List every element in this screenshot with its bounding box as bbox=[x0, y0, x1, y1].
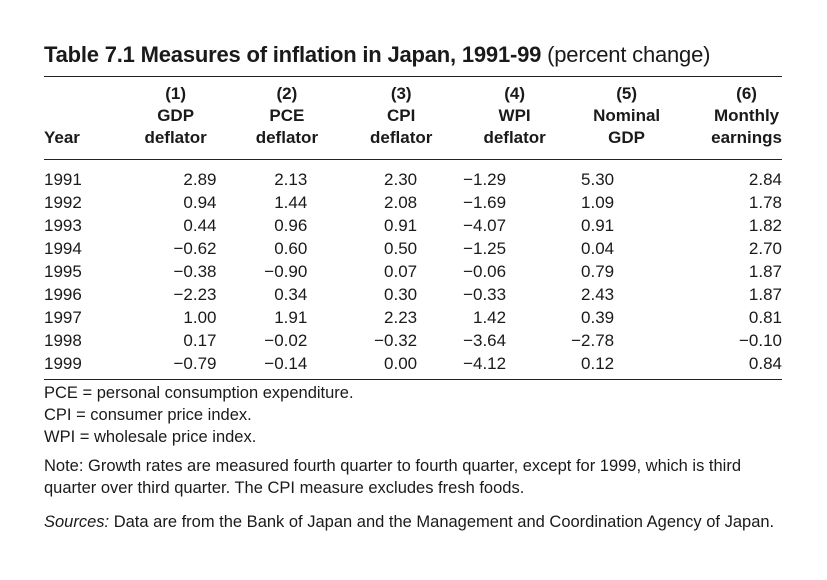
value-cell: 1.87 bbox=[748, 285, 782, 304]
value-cell: −3.64 bbox=[463, 331, 507, 350]
year-cell: 1999 bbox=[44, 354, 82, 373]
value-cell: 0.17 bbox=[183, 331, 217, 350]
sources-note: Sources: Data are from the Bank of Japan… bbox=[44, 511, 789, 533]
value-cell: 0.79 bbox=[581, 262, 615, 281]
value-cell: 0.60 bbox=[274, 239, 308, 258]
value-cell: −0.32 bbox=[374, 331, 418, 350]
value-cell: 0.96 bbox=[274, 216, 308, 235]
abbreviation-note: WPI = wholesale price index. bbox=[44, 428, 257, 446]
value-cell: 0.12 bbox=[581, 354, 615, 373]
methodology-note: Note: Growth rates are measured fourth q… bbox=[44, 457, 742, 497]
table-row: 1998 0.17 −0.02 −0.32 −3.64 −2.78 −0.10 bbox=[44, 329, 782, 352]
value-cell: −1.69 bbox=[463, 193, 507, 212]
value-cell: 0.04 bbox=[581, 239, 615, 258]
table-row: 1992 0.94 1.44 2.08 −1.69 1.09 1.78 bbox=[44, 191, 782, 214]
inflation-table: Year (1) GDP deflator (2) PCE deflator (3) CP… bbox=[44, 83, 782, 380]
value-cell: −2.23 bbox=[173, 285, 217, 304]
value-cell: 0.94 bbox=[183, 193, 217, 212]
top-rule bbox=[44, 76, 782, 77]
abbreviation-note: PCE = personal consumption expenditure. bbox=[44, 384, 354, 402]
value-cell: 0.39 bbox=[581, 308, 615, 327]
value-cell: −1.29 bbox=[463, 170, 507, 189]
year-cell: 1996 bbox=[44, 285, 82, 304]
column-header: (6) Monthly earnings bbox=[711, 84, 782, 147]
year-header: Year bbox=[44, 128, 80, 147]
value-cell: 1.78 bbox=[748, 193, 782, 212]
value-cell: 0.34 bbox=[274, 285, 308, 304]
year-cell: 1991 bbox=[44, 170, 82, 189]
year-cell: 1993 bbox=[44, 216, 82, 235]
value-cell: 0.30 bbox=[384, 285, 418, 304]
value-cell: 1.44 bbox=[274, 193, 308, 212]
value-cell: 0.07 bbox=[384, 262, 418, 281]
table-title: Table 7.1 Measures of inflation in Japan… bbox=[44, 42, 710, 68]
table-row: 1991 2.89 2.13 2.30 −1.29 5.30 2.84 bbox=[44, 168, 782, 191]
header-row: Year (1) GDP deflator (2) PCE deflator (3) CP… bbox=[44, 83, 782, 149]
value-cell: 0.00 bbox=[384, 354, 418, 373]
table-title-unit: (percent change) bbox=[547, 42, 711, 67]
value-cell: 2.70 bbox=[748, 239, 782, 258]
value-cell: 2.23 bbox=[384, 308, 418, 327]
table-row: 1997 1.00 1.91 2.23 1.42 0.39 0.81 bbox=[44, 306, 782, 329]
value-cell: 1.09 bbox=[581, 193, 615, 212]
value-cell: −4.07 bbox=[463, 216, 507, 235]
value-cell: 0.44 bbox=[183, 216, 217, 235]
table-notes: PCE = personal consumption expenditure. … bbox=[44, 382, 789, 533]
value-cell: −0.62 bbox=[173, 239, 217, 258]
value-cell: −2.78 bbox=[571, 331, 615, 350]
column-header: (3) CPI deflator bbox=[370, 84, 433, 147]
value-cell: 2.08 bbox=[384, 193, 418, 212]
value-cell: 1.87 bbox=[748, 262, 782, 281]
table-row: 1993 0.44 0.96 0.91 −4.07 0.91 1.82 bbox=[44, 214, 782, 237]
value-cell: 2.89 bbox=[183, 170, 217, 189]
table-body: 1991 2.89 2.13 2.30 −1.29 5.30 2.84 1992 0.94 1.4… bbox=[44, 168, 782, 375]
column-header: (4) WPI deflator bbox=[483, 84, 546, 147]
value-cell: 0.84 bbox=[748, 354, 782, 373]
table-row: 1999 −0.79 −0.14 0.00 −4.12 0.12 0.84 bbox=[44, 352, 782, 375]
value-cell: −0.10 bbox=[738, 331, 782, 350]
year-cell: 1995 bbox=[44, 262, 82, 281]
column-header: (1) GDP deflator bbox=[144, 84, 207, 147]
value-cell: 0.91 bbox=[384, 216, 418, 235]
value-cell: 2.43 bbox=[581, 285, 615, 304]
value-cell: 0.81 bbox=[748, 308, 782, 327]
value-cell: 1.82 bbox=[748, 216, 782, 235]
value-cell: 2.84 bbox=[748, 170, 782, 189]
value-cell: −0.14 bbox=[264, 354, 308, 373]
value-cell: −4.12 bbox=[463, 354, 507, 373]
column-header: (5) Nominal GDP bbox=[593, 84, 661, 147]
value-cell: −0.79 bbox=[173, 354, 217, 373]
value-cell: 1.91 bbox=[274, 308, 308, 327]
value-cell: 0.91 bbox=[581, 216, 615, 235]
year-cell: 1994 bbox=[44, 239, 82, 258]
year-cell: 1992 bbox=[44, 193, 82, 212]
value-cell: 0.50 bbox=[384, 239, 418, 258]
value-cell: 1.42 bbox=[473, 308, 507, 327]
value-cell: −0.06 bbox=[463, 262, 507, 281]
year-cell: 1997 bbox=[44, 308, 82, 327]
sources-text: Data are from the Bank of Japan and the … bbox=[109, 513, 775, 531]
value-cell: 5.30 bbox=[581, 170, 615, 189]
value-cell: −0.02 bbox=[264, 331, 308, 350]
value-cell: 2.13 bbox=[274, 170, 308, 189]
sources-label: Sources: bbox=[44, 513, 110, 531]
value-cell: −0.33 bbox=[463, 285, 507, 304]
table-row: 1994 −0.62 0.60 0.50 −1.25 0.04 2.70 bbox=[44, 237, 782, 260]
table-row: 1996 −2.23 0.34 0.30 −0.33 2.43 1.87 bbox=[44, 283, 782, 306]
value-cell: −1.25 bbox=[463, 239, 507, 258]
table-title-main: Table 7.1 Measures of inflation in Japan… bbox=[44, 42, 542, 67]
year-cell: 1998 bbox=[44, 331, 82, 350]
column-header: (2) PCE deflator bbox=[255, 84, 319, 147]
value-cell: −0.90 bbox=[264, 262, 308, 281]
abbreviation-note: CPI = consumer price index. bbox=[44, 406, 252, 424]
value-cell: 2.30 bbox=[384, 170, 418, 189]
table-row: 1995 −0.38 −0.90 0.07 −0.06 0.79 1.87 bbox=[44, 260, 782, 283]
value-cell: 1.00 bbox=[183, 308, 217, 327]
value-cell: −0.38 bbox=[173, 262, 217, 281]
